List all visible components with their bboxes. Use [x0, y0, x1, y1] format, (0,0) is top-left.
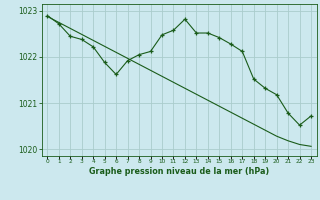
- X-axis label: Graphe pression niveau de la mer (hPa): Graphe pression niveau de la mer (hPa): [89, 167, 269, 176]
